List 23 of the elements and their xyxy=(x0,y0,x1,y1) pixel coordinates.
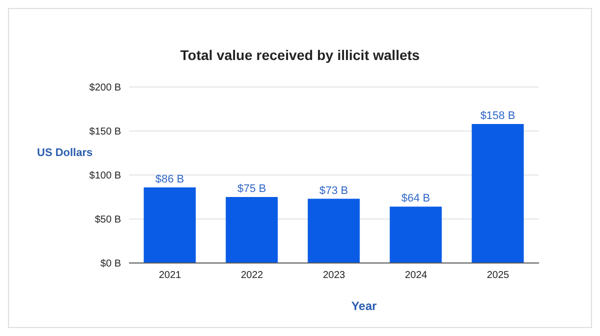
bar xyxy=(308,198,360,263)
bar xyxy=(390,206,442,263)
bar xyxy=(144,187,196,263)
data-label: $158 B xyxy=(480,110,516,122)
y-tick-label: $100 B xyxy=(89,170,122,182)
y-tick-label: $50 B xyxy=(94,214,122,226)
bar xyxy=(472,124,524,263)
y-tick-label: $200 B xyxy=(89,82,122,94)
y-axis-title: US Dollars xyxy=(37,147,93,159)
data-label: $75 B xyxy=(237,183,266,195)
bar xyxy=(226,197,278,263)
x-tick-label: 2024 xyxy=(404,270,428,282)
data-label: $86 B xyxy=(155,173,184,186)
data-label: $73 B xyxy=(319,184,348,197)
x-tick-label: 2025 xyxy=(486,270,510,282)
y-tick-label: $0 B xyxy=(100,258,122,270)
data-label: $64 B xyxy=(401,192,430,205)
x-tick-label: 2021 xyxy=(158,270,182,282)
y-tick-label: $150 B xyxy=(89,126,122,138)
x-tick-label: 2022 xyxy=(240,270,264,282)
chart-title: Total value received by illicit wallets xyxy=(179,47,421,63)
x-axis-title: Year xyxy=(350,299,378,313)
x-tick-label: 2023 xyxy=(322,270,346,282)
